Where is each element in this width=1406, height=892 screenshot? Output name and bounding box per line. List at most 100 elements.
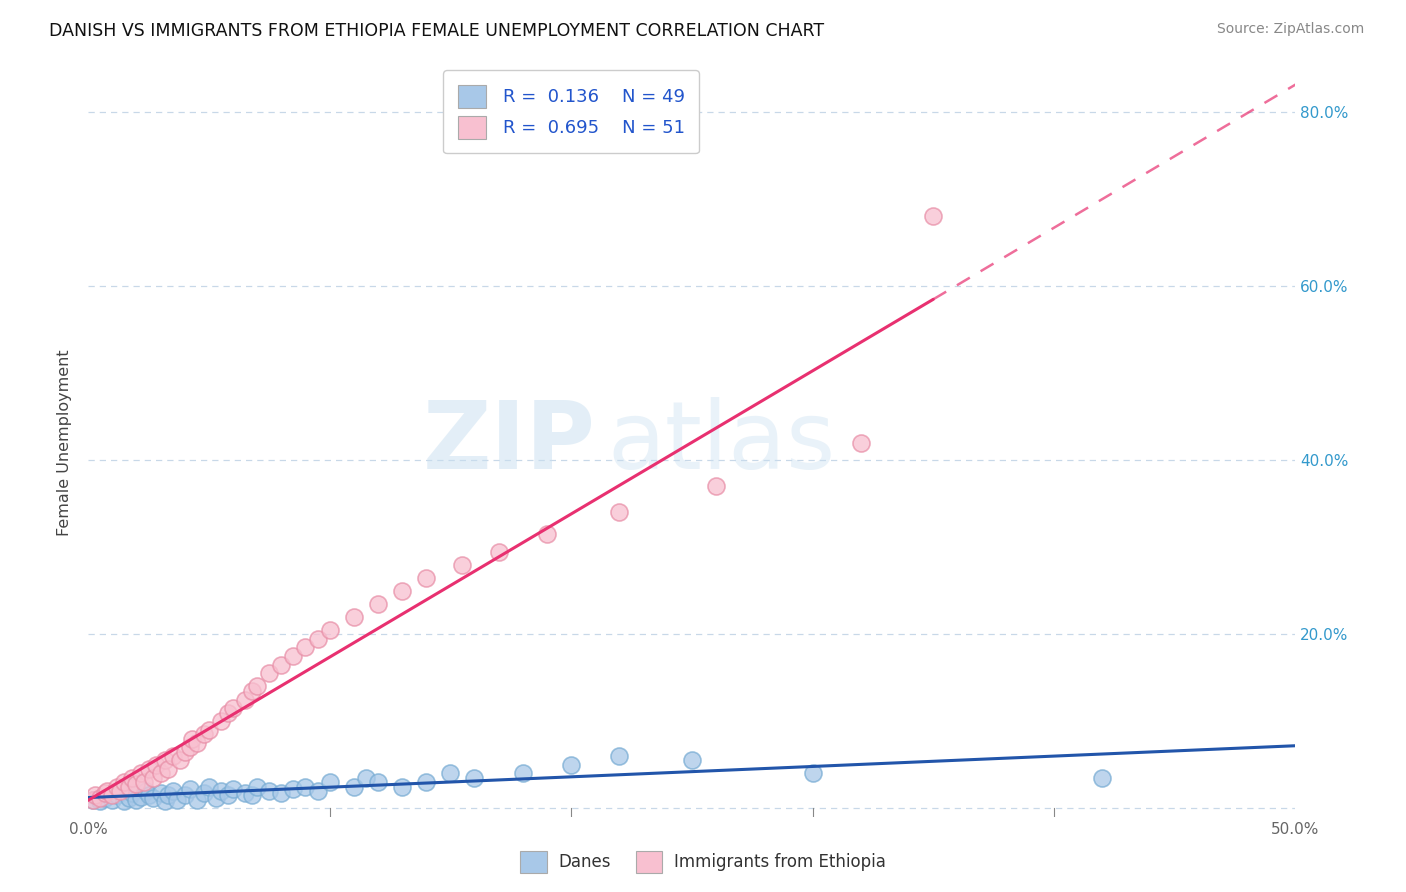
Point (129, 789, 152, 804)
Point (198, 723, 221, 737)
Text: atlas: atlas (607, 397, 835, 489)
Point (704, 479, 727, 493)
Point (257, 666, 280, 681)
Point (193, 786, 215, 800)
Point (118, 780, 141, 794)
Point (89, 790, 111, 805)
Y-axis label: Female Unemployment: Female Unemployment (58, 350, 72, 536)
Point (96, 784, 118, 798)
Text: DANISH VS IMMIGRANTS FROM ETHIOPIA FEMALE UNEMPLOYMENT CORRELATION CHART: DANISH VS IMMIGRANTS FROM ETHIOPIA FEMAL… (49, 22, 824, 40)
Point (132, 775, 155, 789)
Point (367, 775, 389, 789)
Point (681, 753, 703, 767)
Point (318, 775, 340, 789)
Point (294, 640, 316, 655)
Point (193, 727, 215, 741)
Point (307, 784, 329, 798)
Point (173, 745, 195, 759)
Point (101, 792, 124, 806)
Point (318, 623, 340, 637)
Point (922, 210, 945, 224)
Point (391, 583, 413, 598)
Point (118, 790, 141, 805)
Point (135, 784, 157, 798)
Point (142, 790, 165, 805)
Point (222, 701, 245, 715)
Point (367, 597, 389, 611)
Point (179, 740, 201, 755)
Point (233, 692, 256, 706)
Text: ZIP: ZIP (422, 397, 595, 489)
Point (145, 757, 167, 772)
Point (142, 771, 165, 785)
Point (283, 782, 305, 797)
Point (512, 766, 534, 780)
Point (186, 792, 208, 806)
Point (138, 762, 160, 776)
Point (415, 571, 437, 585)
Point (94, 786, 117, 800)
Point (166, 792, 188, 806)
Legend: Danes, Immigrants from Ethiopia: Danes, Immigrants from Ethiopia (513, 845, 893, 880)
Point (240, 683, 263, 698)
Text: Source: ZipAtlas.com: Source: ZipAtlas.com (1216, 22, 1364, 37)
Point (149, 766, 172, 780)
Point (108, 784, 131, 798)
Point (125, 792, 148, 806)
Point (121, 786, 143, 800)
Point (82, 792, 104, 806)
Point (162, 749, 184, 764)
Point (343, 610, 366, 624)
Point (173, 789, 195, 803)
Point (536, 527, 558, 541)
Point (257, 784, 280, 798)
Legend: R =  0.136    N = 49, R =  0.695    N = 51: R = 0.136 N = 49, R = 0.695 N = 51 (443, 70, 699, 153)
Point (439, 766, 461, 780)
Point (105, 780, 128, 794)
Point (209, 784, 232, 798)
Point (112, 775, 135, 789)
Point (129, 766, 152, 780)
Point (125, 777, 148, 791)
Point (283, 648, 305, 663)
Point (205, 790, 228, 805)
Point (801, 766, 824, 780)
Point (246, 780, 269, 794)
Point (233, 786, 256, 800)
Point (270, 657, 292, 672)
Point (849, 435, 872, 450)
Point (354, 771, 377, 785)
Point (84, 789, 107, 803)
Point (162, 784, 184, 798)
Point (463, 771, 485, 785)
Point (488, 544, 510, 558)
Point (179, 782, 201, 797)
Point (415, 775, 437, 789)
Point (209, 714, 232, 729)
Point (112, 794, 135, 808)
Point (156, 789, 179, 803)
Point (82, 792, 104, 806)
Point (89, 794, 111, 808)
Point (294, 780, 316, 794)
Point (101, 789, 124, 803)
Point (307, 632, 329, 646)
Point (155, 753, 177, 767)
Point (217, 706, 239, 720)
Point (94, 790, 117, 805)
Point (609, 505, 631, 519)
Point (169, 753, 191, 767)
Point (105, 789, 128, 803)
Point (222, 782, 245, 797)
Point (246, 680, 269, 694)
Point (451, 558, 474, 572)
Point (391, 780, 413, 794)
Point (198, 780, 221, 794)
Point (270, 786, 292, 800)
Point (217, 789, 239, 803)
Point (343, 780, 366, 794)
Point (560, 757, 582, 772)
Point (186, 736, 208, 750)
Point (121, 771, 143, 785)
Point (609, 749, 631, 764)
